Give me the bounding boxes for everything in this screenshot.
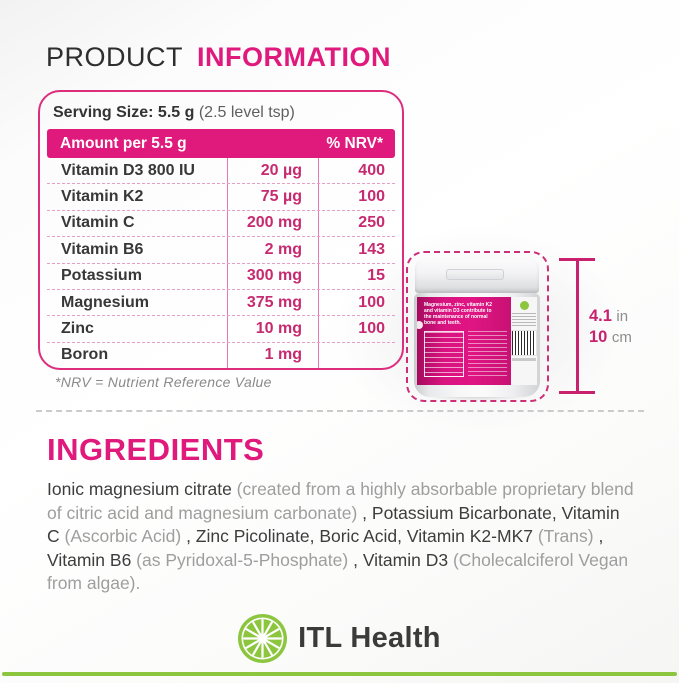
footer-green-rule [2,672,677,676]
nutrient-nrv: 100 [358,293,385,311]
dimension-cm-value: 10 [589,328,608,346]
jar-label-mini-table [424,331,464,377]
page-title-primary: PRODUCT [46,42,183,72]
ingredient-segment: (Cholecalciferol Vegan from algae). [47,549,629,594]
jar-label: Magnesium, zinc, vitamin K2 and vitamin … [417,297,537,385]
table-row: Vitamin D3 800 IU 20 µg 400 [47,158,395,185]
table-header-nrv: % NRV* [326,134,383,152]
ingredient-segment: , Zinc Picolinate, Boric Acid, Vitamin K… [186,526,538,546]
jar-label-mini-ingredients [468,331,507,377]
table-header-amount: Amount per 5.5 g [60,134,187,152]
table-body: Vitamin D3 800 IU 20 µg 400 Vitamin K2 7… [47,158,395,368]
brand-name: ITL Health [298,621,441,654]
nutrient-amount: 300 mg [227,263,319,289]
nutrient-name: Vitamin C [61,214,135,232]
nutrient-nrv: 100 [358,188,385,206]
ingredient-segment: (Trans) [537,526,594,546]
ingredients-paragraph: Ionic magnesium citrate (created from a … [47,478,635,596]
dimension-inches: 4.1 in [589,306,632,327]
nutrient-amount: 200 mg [227,210,319,237]
table-row: Vitamin C 200 mg 250 [47,210,395,238]
nutrient-name: Boron [61,346,109,364]
ingredient-segment: (Ascorbic Acid) [64,526,182,546]
nutrient-name: Magnesium [61,293,150,311]
table-header-row: Amount per 5.5 g % NRV* [47,129,395,158]
jar-label-logo-mark [417,321,423,329]
ruler-line [576,259,579,392]
nutrient-amount: 75 µg [227,184,319,210]
nutrient-amount: 10 mg [227,316,319,342]
nrv-footnote: *NRV = Nutrient Reference Value [55,374,272,390]
nutrient-name: Zinc [61,319,94,337]
product-jar-image: Magnesium, zinc, vitamin K2 and vitamin … [414,257,540,401]
section-separator [36,410,644,412]
table-row: Magnesium 375 mg 100 [47,289,395,317]
ingredient-segment: , Vitamin B6 [47,526,604,570]
jar-brand-dot-icon [519,301,529,310]
ingredients-heading: INGREDIENTS [47,432,265,467]
page-title: PRODUCT INFORMATION [46,42,391,73]
serving-size-label: Serving Size: 5.5 g [53,104,195,121]
jar-label-front: Magnesium, zinc, vitamin K2 and vitamin … [417,297,511,385]
nutrient-nrv: 100 [358,319,385,337]
nutrient-amount: 20 µg [227,158,319,184]
ruler-bottom-cap [559,391,595,394]
nutrient-name: Vitamin D3 800 IU [61,161,195,179]
nutrition-table-card: Serving Size: 5.5 g (2.5 level tsp) Amou… [38,90,404,370]
ingredient-segment: , Vitamin D3 [353,549,453,570]
nutrient-name: Potassium [61,267,142,285]
jar-label-columns [424,331,507,377]
nutrient-amount: 1 mg [227,342,319,368]
table-row: Zinc 10 mg 100 [47,316,395,343]
table-row: Vitamin K2 75 µg 100 [47,184,395,211]
ingredient-segment: (as Pyridoxal-5-Phosphate) [136,549,349,570]
nutrient-name: Vitamin B6 [61,240,144,258]
nutrient-name: Vitamin K2 [61,188,144,206]
footer-brand: ITL Health [0,610,679,666]
lime-wheel-logo-icon [238,613,288,663]
table-row: Potassium 300 mg 15 [47,263,395,290]
dimension-label: 4.1 in 10 cm [589,306,632,348]
jar-barcode-number [512,358,536,361]
serving-size-note: (2.5 level tsp) [198,104,295,121]
jar-flip-cap [446,269,504,280]
jar-side-text-lines [512,313,536,327]
nutrient-nrv: 250 [358,214,385,232]
product-photo-frame [406,251,549,402]
table-row: Boron 1 mg [47,342,395,368]
dimension-inches-unit: in [616,308,629,325]
serving-size-line: Serving Size: 5.5 g (2.5 level tsp) [47,100,395,129]
nutrient-nrv: 400 [358,161,385,179]
jar-label-side-panel [511,297,537,385]
nutrient-nrv: 15 [367,267,385,285]
table-row: Vitamin B6 2 mg 143 [47,237,395,264]
nutrient-nrv [319,343,395,368]
nutrient-amount: 2 mg [227,237,319,263]
jar-label-claim-text: Magnesium, zinc, vitamin K2 and vitamin … [424,302,493,326]
dimension-cm: 10 cm [589,327,632,348]
dimension-cm-unit: cm [611,329,632,346]
nutrient-amount: 375 mg [227,289,319,316]
nutrient-nrv: 143 [358,240,385,258]
ingredient-segment: , Potassium Bicarbonate, Vitamin C [47,502,620,547]
page-title-accent: INFORMATION [197,42,391,72]
jar-barcode [511,330,537,356]
dimension-inches-value: 4.1 [589,307,612,325]
ingredient-segment: Ionic magnesium citrate [47,479,237,499]
ingredient-segment: (created from a highly absorbable propri… [47,479,634,523]
